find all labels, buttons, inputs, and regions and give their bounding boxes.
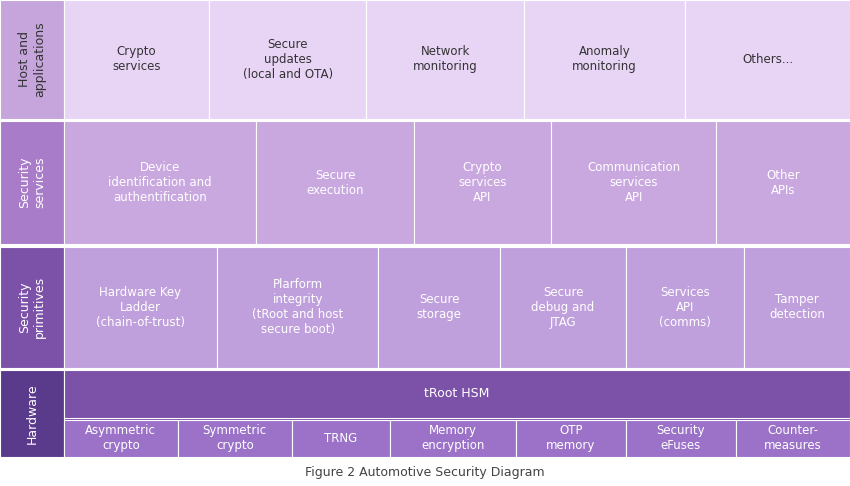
Bar — [685, 0, 850, 119]
Bar — [626, 247, 744, 368]
Bar — [64, 419, 178, 457]
Text: TRNG: TRNG — [325, 432, 358, 445]
Text: Security
services: Security services — [18, 157, 46, 208]
Text: Tamper
detection: Tamper detection — [769, 293, 824, 321]
Bar — [217, 247, 378, 368]
Text: Others...: Others... — [742, 53, 793, 66]
Bar — [64, 247, 217, 368]
Text: Anomaly
monitoring: Anomaly monitoring — [572, 45, 637, 73]
Bar — [0, 370, 64, 457]
Bar — [0, 0, 64, 119]
Bar — [257, 121, 414, 244]
Text: Asymmetric
crypto: Asymmetric crypto — [85, 424, 156, 452]
Bar — [366, 0, 524, 119]
Text: OTP
memory: OTP memory — [547, 424, 596, 452]
Bar — [390, 419, 516, 457]
Bar — [0, 247, 64, 368]
Bar — [516, 419, 626, 457]
Text: Secure
debug and
JTAG: Secure debug and JTAG — [531, 286, 595, 329]
Text: Hardware: Hardware — [26, 383, 38, 444]
Text: Crypto
services: Crypto services — [112, 45, 161, 73]
Bar — [64, 0, 209, 119]
Bar — [626, 419, 736, 457]
Text: Secure
execution: Secure execution — [306, 169, 364, 197]
Text: Host and
applications: Host and applications — [18, 21, 46, 97]
Bar — [292, 419, 390, 457]
Bar — [64, 370, 850, 418]
Bar — [64, 0, 850, 119]
Text: Services
API
(comms): Services API (comms) — [659, 286, 711, 329]
Bar — [64, 370, 850, 457]
Text: Symmetric
crypto: Symmetric crypto — [202, 424, 267, 452]
Text: Security
eFuses: Security eFuses — [657, 424, 706, 452]
Text: Secure
updates
(local and OTA): Secure updates (local and OTA) — [243, 38, 333, 81]
Text: Network
monitoring: Network monitoring — [413, 45, 478, 73]
Bar — [500, 247, 626, 368]
Bar — [524, 0, 685, 119]
Bar — [378, 247, 500, 368]
Text: Plarform
integrity
(tRoot and host
secure boot): Plarform integrity (tRoot and host secur… — [252, 278, 343, 336]
Bar — [551, 121, 717, 244]
Text: tRoot HSM: tRoot HSM — [424, 387, 490, 400]
Bar — [717, 121, 850, 244]
Bar — [414, 121, 551, 244]
Bar — [178, 419, 292, 457]
Text: Memory
encryption: Memory encryption — [422, 424, 484, 452]
Bar — [0, 121, 64, 244]
Text: Hardware Key
Ladder
(chain-of-trust): Hardware Key Ladder (chain-of-trust) — [96, 286, 185, 329]
Text: Device
identification and
authentification: Device identification and authentificati… — [108, 161, 212, 204]
Bar — [736, 419, 850, 457]
Bar — [209, 0, 366, 119]
Text: Security
primitives: Security primitives — [18, 276, 46, 338]
Bar — [64, 121, 850, 244]
Text: Crypto
services
API: Crypto services API — [458, 161, 507, 204]
Text: Counter-
measures: Counter- measures — [764, 424, 822, 452]
Text: Other
APIs: Other APIs — [767, 169, 800, 197]
Text: Figure 2 Automotive Security Diagram: Figure 2 Automotive Security Diagram — [305, 466, 545, 479]
Bar — [64, 247, 850, 368]
Text: Communication
services
API: Communication services API — [587, 161, 680, 204]
Text: Secure
storage: Secure storage — [416, 293, 462, 321]
Bar — [64, 121, 257, 244]
Bar — [744, 247, 850, 368]
